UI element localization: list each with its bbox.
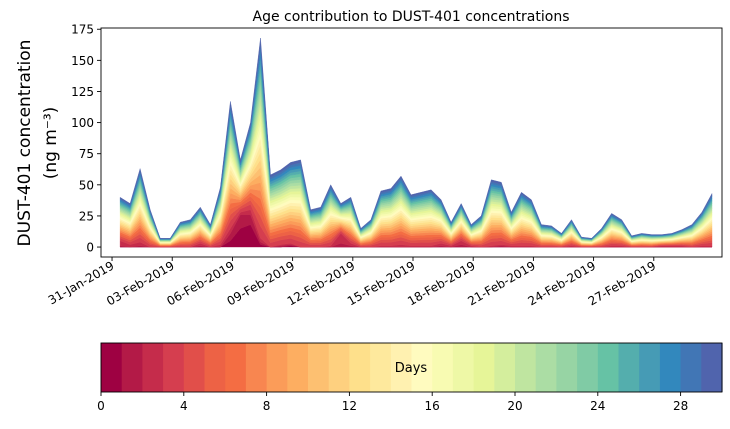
x-tick-label: 24-Feb-2019	[526, 258, 599, 308]
colorbar-segment	[597, 343, 620, 392]
chart-title: Age contribution to DUST-401 concentrati…	[253, 9, 570, 25]
colorbar-segment	[101, 343, 123, 392]
colorbar-tick-label: 16	[425, 399, 440, 413]
y-tick-label: 0	[86, 241, 94, 255]
y-axis-label-line1: DUST-401 concentration	[15, 40, 35, 247]
colorbar-segment	[287, 343, 309, 392]
x-tick-label: 15-Feb-2019	[345, 258, 418, 308]
plot-frame	[100, 27, 723, 258]
y-tick-label: 50	[79, 178, 94, 192]
x-tick-label: 21-Feb-2019	[465, 258, 538, 308]
y-axis-label-line2: (ng m⁻³)	[41, 107, 61, 180]
colorbar-segment	[535, 343, 557, 392]
colorbar-segment	[473, 343, 495, 392]
colorbar-tick-label: 4	[180, 399, 188, 413]
colorbar-segment	[494, 343, 516, 392]
colorbar-segment	[121, 343, 143, 392]
colorbar-segment	[659, 343, 682, 392]
x-tick-label: 12-Feb-2019	[285, 258, 358, 308]
colorbar-segment	[432, 343, 454, 392]
colorbar-segment	[556, 343, 578, 392]
y-tick-label: 175	[71, 23, 94, 37]
colorbar-segment	[515, 343, 537, 392]
x-axis-ticks: 31-Jan-201903-Feb-201906-Feb-201909-Feb-…	[46, 257, 659, 308]
colorbar-segment	[245, 343, 268, 392]
x-tick-label: 06-Feb-2019	[164, 258, 237, 308]
colorbar-tick-label: 24	[590, 399, 605, 413]
colorbar-segment	[411, 343, 433, 392]
x-tick-label: 18-Feb-2019	[405, 258, 478, 308]
colorbar-segment	[308, 343, 330, 392]
colorbar-segment	[225, 343, 247, 392]
colorbar-segment	[370, 343, 392, 392]
colorbar-segment	[577, 343, 599, 392]
colorbar-segment	[349, 343, 371, 392]
colorbar-segment	[390, 343, 413, 392]
colorbar-ticks: 0 4 8 12 16 20 24 28	[97, 392, 688, 413]
stacked-areas	[119, 37, 713, 248]
colorbar-segment	[680, 343, 702, 392]
colorbar-tick-label: 12	[342, 399, 357, 413]
colorbar-segment	[163, 343, 185, 392]
colorbar-segment	[183, 343, 206, 392]
y-axis-ticks: 0 25 50 75 100 125 150 175	[71, 23, 101, 255]
colorbar-tick-label: 28	[673, 399, 688, 413]
colorbar-frame	[100, 342, 723, 393]
y-tick-label: 150	[71, 54, 94, 68]
colorbar-segment	[701, 343, 723, 392]
area-band-day-29	[119, 37, 713, 239]
colorbar-tick-label: 20	[507, 399, 522, 413]
colorbar-segment	[328, 343, 350, 392]
y-axis-label: DUST-401 concentration (ng m⁻³)	[15, 40, 61, 247]
colorbar-segment	[142, 343, 164, 392]
x-tick-label: 03-Feb-2019	[104, 258, 177, 308]
colorbar-segment	[618, 343, 640, 392]
x-tick-label: 27-Feb-2019	[586, 258, 659, 308]
colorbar-label: Days	[395, 361, 428, 376]
colorbar-segment	[266, 343, 288, 392]
y-tick-label: 75	[79, 147, 94, 161]
y-tick-label: 100	[71, 116, 94, 130]
colorbar-tick-label: 8	[263, 399, 271, 413]
y-tick-label: 25	[79, 209, 94, 223]
colorbar-segment	[452, 343, 475, 392]
y-tick-label: 125	[71, 85, 94, 99]
colorbar-segment	[204, 343, 226, 392]
colorbar	[101, 343, 723, 392]
x-tick-label: 09-Feb-2019	[225, 258, 298, 308]
colorbar-segment	[639, 343, 661, 392]
colorbar-tick-label: 0	[97, 399, 105, 413]
